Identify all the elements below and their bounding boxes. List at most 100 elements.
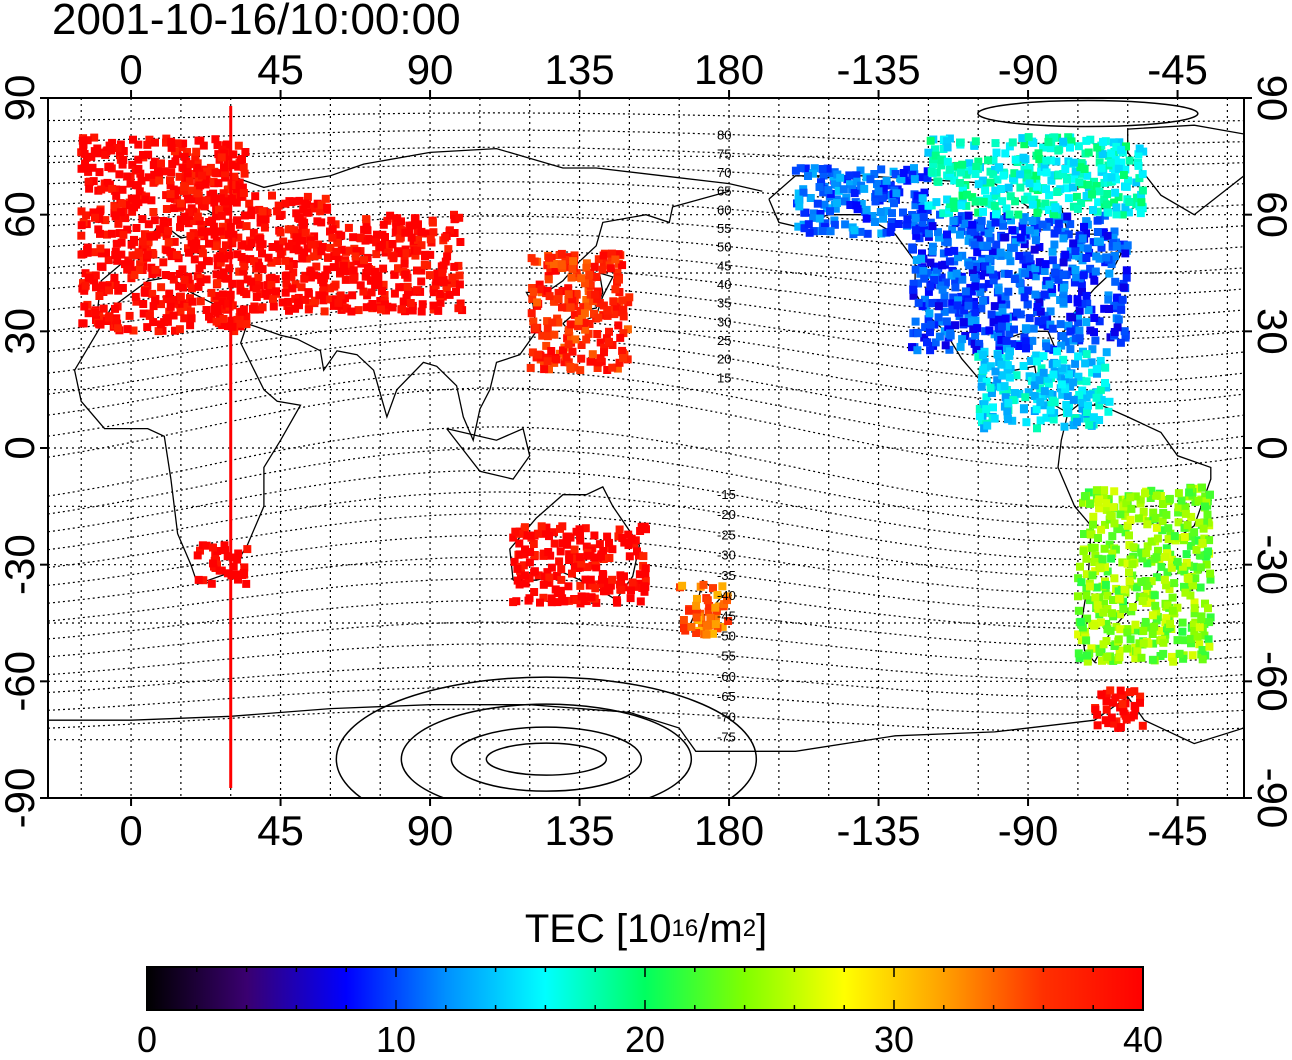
- tec-cell-central-america: [1063, 392, 1072, 400]
- tec-cell-australia: [603, 532, 612, 541]
- tec-cell-central-asia: [379, 280, 388, 289]
- tec-cell-south-america: [1174, 489, 1183, 498]
- tec-cell-europe: [233, 250, 242, 259]
- tec-cell-south-america: [1181, 503, 1190, 512]
- tec-cell-north-america: [968, 220, 977, 229]
- tec-cell-north-america: [928, 299, 937, 307]
- tec-cell-australia: [601, 587, 610, 596]
- tec-cell-south-america: [1205, 536, 1214, 545]
- tec-cell-canada: [945, 165, 954, 174]
- tec-cell-europe: [132, 200, 141, 209]
- tec-cell-japan: [581, 279, 589, 288]
- pole-contour: [400, 703, 693, 798]
- tec-cell-europe: [213, 254, 222, 263]
- tec-cell-central-asia: [350, 272, 359, 281]
- tec-cell-north-america: [1021, 230, 1030, 238]
- x-tick-label-bottom: 0: [119, 807, 142, 854]
- tec-cell-south-america: [1201, 492, 1210, 501]
- tec-cell-europe: [96, 262, 105, 271]
- tec-cell-canada: [1095, 187, 1104, 196]
- tec-cell-alaska: [882, 228, 891, 237]
- tec-cell-new-zealand: [692, 613, 701, 622]
- tec-cell-north-america: [1089, 238, 1098, 247]
- tec-cell-north-america: [926, 346, 935, 355]
- tec-cell-north-america: [911, 265, 920, 274]
- tec-cell-south-america: [1083, 614, 1092, 623]
- tec-cell-europe: [134, 140, 143, 149]
- tec-cell-central-america: [1066, 382, 1075, 391]
- tec-cell-alaska: [834, 186, 843, 195]
- tec-cell-europe: [228, 322, 237, 331]
- tec-cell-south-america: [1126, 515, 1135, 524]
- tec-cell-australia: [530, 551, 539, 559]
- tec-cell-europe: [162, 314, 171, 323]
- tec-cell-north-america: [997, 336, 1006, 344]
- colorbar-tick-label: 40: [1122, 1019, 1164, 1060]
- tec-cell-australia: [635, 551, 643, 560]
- tec-cell-south-america: [1193, 632, 1202, 641]
- tec-cell-south-america: [1116, 625, 1125, 634]
- tec-cell-eastern-europe: [260, 223, 269, 232]
- tec-cell-south-america: [1190, 528, 1199, 537]
- tec-cell-central-asia: [455, 280, 464, 289]
- tec-cell-north-america: [1038, 220, 1047, 229]
- tec-cell-canada: [957, 168, 965, 177]
- tec-cell-europe: [221, 241, 230, 250]
- y-tick-label-right: -90: [1249, 768, 1292, 829]
- tec-cell-north-america: [1021, 269, 1030, 278]
- tec-cell-europe: [107, 229, 116, 238]
- tec-cell-central-asia: [445, 290, 454, 299]
- tec-cell-new-zealand: [718, 582, 727, 591]
- tec-cell-central-asia: [439, 278, 448, 287]
- tec-cell-eastern-europe: [291, 197, 300, 206]
- tec-cell-central-asia: [352, 247, 361, 256]
- tec-cell-north-america: [953, 301, 962, 310]
- tec-cell-north-america: [971, 282, 980, 291]
- x-tick-label-top: -135: [837, 46, 921, 93]
- tec-cell-south-america: [1190, 598, 1199, 607]
- tec-cell-canada: [1042, 156, 1051, 165]
- tec-cell-southern-africa: [209, 559, 217, 568]
- tec-cell-north-america: [1070, 278, 1079, 287]
- tec-cell-north-america: [970, 300, 979, 309]
- tec-cell-south-america: [1094, 534, 1102, 542]
- tec-cell-eastern-europe: [254, 273, 263, 282]
- tec-cell-eastern-europe: [283, 302, 292, 310]
- tec-cell-central-america: [1085, 420, 1094, 429]
- tec-cell-alaska: [908, 170, 917, 179]
- tec-cell-south-america: [1177, 496, 1186, 505]
- tec-cell-north-america: [1103, 231, 1112, 240]
- tec-cell-southern-africa: [223, 569, 232, 578]
- tec-cell-japan: [599, 251, 608, 260]
- tec-cell-eastern-europe: [300, 218, 309, 227]
- tec-cell-south-america: [1169, 657, 1178, 666]
- tec-cell-europe: [190, 255, 199, 264]
- tec-cell-europe: [235, 319, 244, 328]
- tec-cell-australia: [525, 574, 534, 583]
- tec-cell-japan: [605, 327, 613, 336]
- tec-cell-north-america: [1001, 314, 1010, 323]
- tec-cell-canada: [1045, 206, 1053, 214]
- tec-cell-antarctic-peninsula: [1126, 688, 1134, 697]
- coastline: [1127, 124, 1244, 216]
- tec-cell-south-america: [1178, 562, 1187, 571]
- tec-cell-antarctic-peninsula: [1091, 705, 1100, 714]
- tec-cell-canada: [1124, 176, 1132, 185]
- tec-cell-central-america: [1020, 404, 1028, 413]
- tec-cell-europe: [128, 207, 137, 216]
- tec-cell-north-america: [940, 307, 949, 316]
- tec-cell-central-america: [1011, 389, 1019, 397]
- tec-cell-europe: [105, 286, 113, 295]
- tec-cell-canada: [1028, 200, 1037, 209]
- tec-cell-europe: [154, 165, 162, 174]
- tec-cell-alaska: [883, 207, 892, 216]
- tec-cell-southern-africa: [199, 576, 208, 585]
- tec-cell-north-america: [946, 331, 955, 340]
- tec-cell-south-america: [1170, 579, 1179, 588]
- tec-cell-central-america: [1078, 386, 1087, 395]
- tec-cell-japan: [598, 265, 607, 274]
- tec-cell-central-america: [1003, 415, 1012, 424]
- tec-cell-eastern-europe: [281, 256, 290, 265]
- tec-cell-new-zealand: [692, 629, 701, 637]
- tec-cell-japan: [531, 324, 540, 333]
